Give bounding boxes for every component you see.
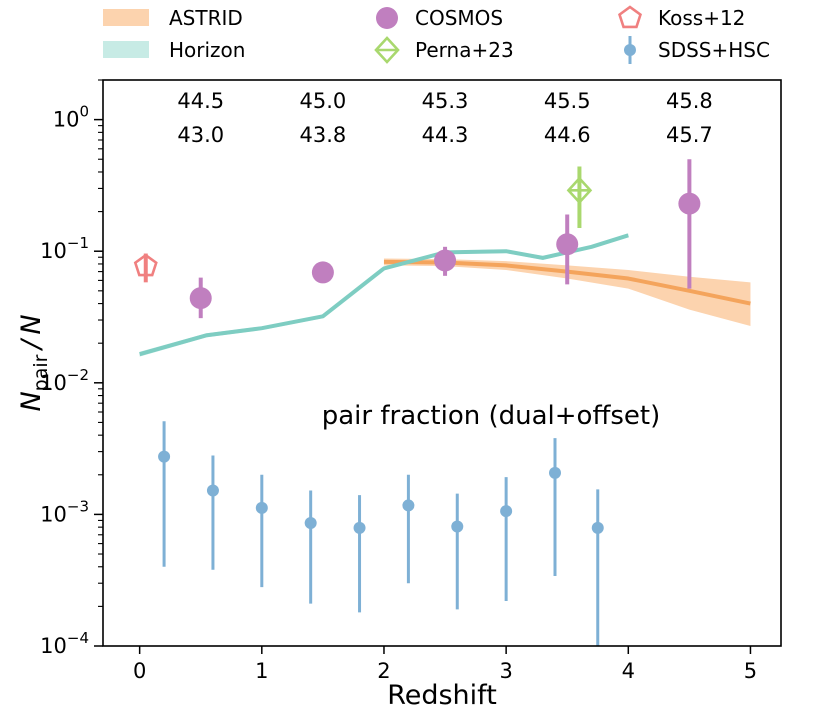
x-tick-label: 2	[377, 659, 390, 683]
legend-marker	[624, 44, 636, 56]
perna-23-point	[566, 166, 593, 229]
legend-entry: SDSS+HSC	[624, 36, 770, 64]
y-tick-label: 10−2	[40, 366, 89, 395]
y-tick-label: 10−4	[40, 629, 89, 658]
legend-entry: Horizon	[103, 38, 245, 62]
cosmos-point	[434, 246, 457, 276]
top-label-lower: 43.8	[300, 123, 347, 147]
axes-ticks: 0 1 2 3 4 5 10−4 10−3 10−2 10−1 100	[40, 79, 757, 683]
sdss-hsc-marker	[500, 505, 513, 518]
top-label-lower: 44.6	[544, 123, 591, 147]
legend-label: ASTRID	[169, 6, 243, 30]
legend-label: COSMOS	[415, 6, 503, 30]
top-label-upper: 45.5	[544, 89, 591, 113]
top-label-upper: 45.3	[422, 89, 469, 113]
legend-label: Perna+23	[415, 38, 514, 62]
sdss-hsc-marker	[158, 450, 171, 463]
x-tick-label: 4	[622, 659, 635, 683]
sdss-hsc-marker	[255, 501, 268, 514]
cosmos-point	[678, 159, 701, 289]
x-tick-label: 0	[133, 659, 146, 683]
horizon-band	[139, 233, 629, 357]
cosmos-point	[556, 214, 579, 285]
astrid-band	[383, 258, 751, 327]
sdss-hsc-marker	[353, 521, 366, 534]
sdss-hsc-point	[500, 477, 513, 601]
x-axis-title: Redshift	[387, 680, 497, 711]
y-axis-title: Npair / N	[16, 314, 52, 411]
sdss-hsc-marker	[451, 520, 464, 533]
cosmos-point	[311, 261, 334, 284]
sdss-hsc-point	[304, 490, 317, 604]
koss-12-point	[133, 253, 158, 283]
sdss-hsc-point	[158, 421, 171, 567]
legend-marker	[374, 36, 400, 64]
sdss-hsc-point	[451, 493, 464, 610]
top-label-upper: 45.0	[300, 89, 347, 113]
legend-entry: Perna+23	[374, 36, 514, 64]
band-layer	[139, 233, 751, 357]
top-label-lower: 43.0	[177, 123, 224, 147]
legend-entry: ASTRID	[103, 6, 243, 30]
cosmos-marker	[434, 249, 457, 272]
y-tick-label: 100	[53, 103, 89, 132]
koss-12-marker	[133, 253, 158, 277]
legend-swatch	[103, 9, 149, 26]
annotation-layer: 44.5 43.0 45.0 43.8 45.3 44.3 45.5 44.6 45.8 45.7…	[177, 89, 712, 431]
sdss-hsc-marker	[402, 499, 415, 512]
sdss-hsc-point	[591, 489, 604, 646]
sdss-hsc-point	[402, 474, 415, 584]
top-label-lower: 44.3	[422, 123, 469, 147]
diamond-marker-outline	[374, 36, 400, 64]
x-tick-label: 1	[255, 659, 268, 683]
perna-23-marker	[566, 176, 593, 205]
cosmos-marker	[678, 192, 701, 215]
horizon-line	[139, 233, 629, 357]
top-label-upper: 45.8	[666, 89, 713, 113]
legend-marker	[618, 5, 642, 29]
diamond-marker-outline	[566, 176, 593, 205]
legend-entry: Koss+12	[618, 5, 745, 30]
annotation-text: pair fraction (dual+offset)	[322, 401, 661, 431]
legend-swatch	[103, 41, 149, 58]
legend: ASTRID COSMOS Koss+12 Horizon Perna+23 SDSS+H…	[103, 5, 770, 64]
sdss-hsc-marker	[591, 521, 604, 534]
legend-entry: COSMOS	[376, 6, 503, 30]
top-label-lower: 45.7	[666, 123, 713, 147]
sdss-hsc-marker	[549, 466, 561, 479]
top-label-upper: 44.5	[177, 89, 224, 113]
cosmos-marker	[189, 287, 212, 310]
sdss-hsc-point	[549, 438, 561, 577]
marker-layer	[133, 159, 701, 646]
legend-label: Koss+12	[658, 6, 745, 30]
plot-frame	[102, 79, 782, 647]
sdss-hsc-marker	[304, 517, 317, 530]
x-tick-label: 3	[499, 659, 512, 683]
x-tick-label: 5	[744, 659, 757, 683]
sdss-hsc-point	[206, 455, 219, 570]
legend-marker	[376, 7, 398, 29]
sdss-hsc-point	[353, 495, 366, 613]
sdss-hsc-marker	[206, 484, 219, 497]
sdss-hsc-point	[255, 474, 268, 588]
y-tick-label: 10−1	[40, 234, 89, 263]
y-tick-label: 10−3	[40, 497, 89, 526]
cosmos-marker	[311, 261, 334, 284]
legend-label: SDSS+HSC	[658, 38, 770, 62]
cosmos-marker	[556, 233, 579, 256]
cosmos-point	[189, 277, 212, 319]
legend-label: Horizon	[169, 38, 245, 62]
